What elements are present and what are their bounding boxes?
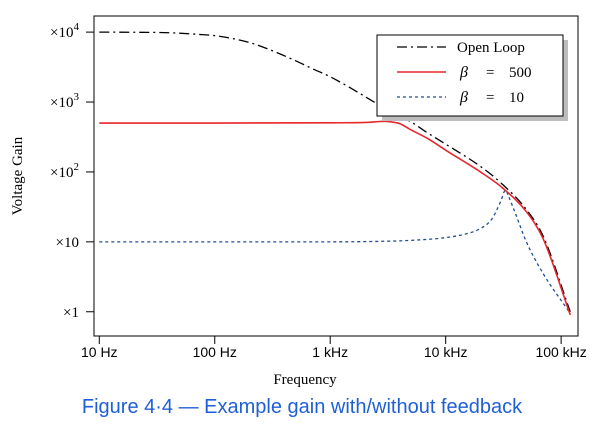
x-tick-label-2: 1 kHz [312, 344, 348, 360]
x-tick-label-3: 10 kHz [424, 344, 468, 360]
gain-chart: 10 Hz 100 Hz 1 kHz 10 kHz 100 kHz ×1×10×102×… [10, 15, 587, 388]
y-tick-label-1: ×10 [56, 235, 79, 251]
y-tick-label-4: ×104 [50, 21, 79, 41]
legend: Open Loop β = 500 β = 10 [376, 34, 568, 121]
y-tick-label-3: ×103 [50, 91, 79, 111]
series-line-2 [99, 189, 571, 314]
legend-label-0: Open Loop [457, 40, 525, 56]
legend-symbol-1: β [459, 64, 468, 81]
legend-equals-2: = [486, 90, 494, 106]
y-tick-label-2: ×102 [50, 161, 79, 181]
y-axis-label: Voltage Gain [10, 136, 26, 215]
series-line-0 [99, 31, 571, 312]
x-axis-label: Frequency [273, 372, 337, 388]
plot-frame [93, 15, 579, 337]
legend-value-1: 500 [509, 65, 532, 81]
y-tick-labels: ×1 ×10 ×102 ×103 ×104 [50, 21, 79, 321]
tick-marks [86, 31, 562, 344]
legend-symbol-2: β [459, 89, 468, 106]
x-tick-label-1: 100 Hz [193, 344, 237, 360]
series-line-1 [99, 120, 572, 316]
legend-value-2: 10 [509, 90, 524, 106]
y-tick-label-0: ×1 [63, 305, 79, 321]
legend-equals-1: = [486, 65, 494, 81]
figure-caption: Figure 4·4 — Example gain with/without f… [81, 396, 523, 418]
x-tick-label-4: 100 kHz [535, 344, 586, 360]
x-tick-labels: 10 Hz 100 Hz 1 kHz 10 kHz 100 kHz [81, 344, 587, 360]
legend-box [376, 34, 564, 117]
curves-layer [99, 31, 572, 316]
x-tick-label-0: 10 Hz [81, 344, 118, 360]
